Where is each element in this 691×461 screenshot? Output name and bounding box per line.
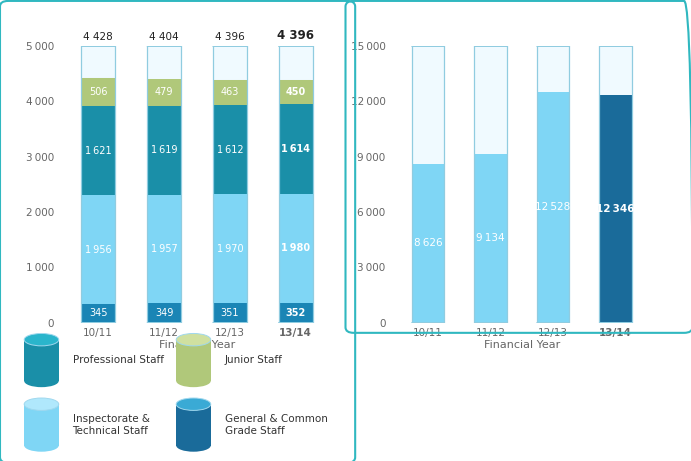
Bar [81,78,115,106]
Text: 4 396: 4 396 [215,32,245,41]
Bar [81,106,115,195]
Bar [412,46,444,164]
Bar [474,46,507,154]
Text: 12 528: 12 528 [536,202,571,212]
Bar [213,105,247,194]
Bar [278,46,313,79]
Ellipse shape [176,375,211,387]
Bar [147,106,181,195]
Bar [599,46,632,95]
Text: 9 134: 9 134 [476,233,504,243]
Text: 463: 463 [220,87,239,97]
Text: Professional Staff: Professional Staff [73,355,164,365]
Text: 479: 479 [155,87,173,97]
Ellipse shape [176,398,211,410]
Text: 1 956: 1 956 [85,244,111,254]
Bar [24,404,59,445]
Text: 1 970: 1 970 [216,244,243,254]
Text: 8 626: 8 626 [414,238,442,248]
Ellipse shape [24,439,59,452]
Text: General & Common
Grade Staff: General & Common Grade Staff [225,414,328,436]
Text: 1 619: 1 619 [151,145,178,155]
Ellipse shape [24,333,59,346]
Bar [147,303,181,323]
Text: Junior Staff: Junior Staff [225,355,283,365]
Bar [537,46,569,92]
Text: 1 980: 1 980 [281,243,310,254]
Bar [147,79,181,106]
Ellipse shape [24,375,59,387]
Text: 345: 345 [89,308,108,318]
Bar [147,195,181,303]
X-axis label: Financial Year: Financial Year [159,340,235,350]
Ellipse shape [24,398,59,410]
Bar [537,92,569,323]
Text: 12 346: 12 346 [596,204,635,214]
Bar [213,303,247,323]
Text: 506: 506 [89,87,108,97]
Bar [278,303,313,323]
Text: 4 404: 4 404 [149,32,179,41]
Bar [474,154,507,323]
Bar [81,46,115,78]
Text: 1 957: 1 957 [151,244,178,254]
Text: 450: 450 [285,87,306,97]
Text: 4 428: 4 428 [84,32,113,41]
Text: 352: 352 [285,308,306,318]
Bar [213,79,247,105]
Bar [213,194,247,303]
Bar [81,195,115,304]
Bar [412,164,444,323]
Text: 349: 349 [155,308,173,318]
Ellipse shape [176,439,211,452]
Bar [81,304,115,323]
Bar [599,95,632,323]
Bar [176,340,211,381]
Bar [213,46,247,79]
Bar [278,79,313,104]
Bar [24,340,59,381]
Bar [147,46,181,79]
Text: 1 612: 1 612 [216,145,243,155]
Text: 1 614: 1 614 [281,144,310,154]
X-axis label: Financial Year: Financial Year [484,340,560,350]
Bar [176,404,211,445]
Ellipse shape [176,333,211,346]
Bar [278,104,313,194]
Text: 4 396: 4 396 [277,29,314,41]
Bar [278,194,313,303]
Text: 351: 351 [220,308,239,318]
Text: Inspectorate &
Technical Staff: Inspectorate & Technical Staff [73,414,149,436]
Text: 1 621: 1 621 [85,146,111,155]
